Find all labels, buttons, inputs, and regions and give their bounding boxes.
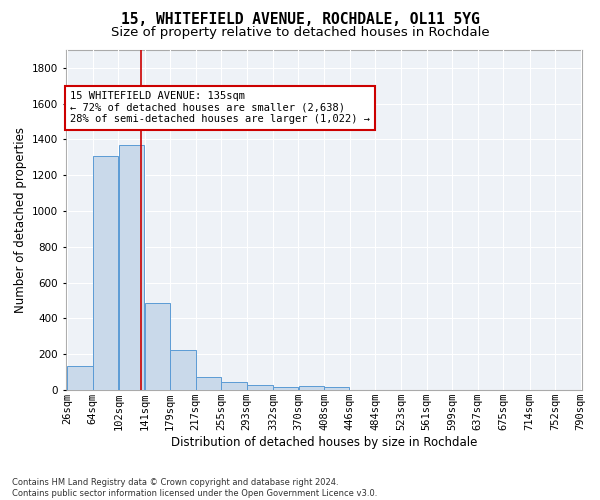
Text: Contains HM Land Registry data © Crown copyright and database right 2024.
Contai: Contains HM Land Registry data © Crown c… <box>12 478 377 498</box>
Y-axis label: Number of detached properties: Number of detached properties <box>14 127 26 313</box>
Bar <box>324 388 349 390</box>
Text: Size of property relative to detached houses in Rochdale: Size of property relative to detached ho… <box>110 26 490 39</box>
X-axis label: Distribution of detached houses by size in Rochdale: Distribution of detached houses by size … <box>171 436 477 449</box>
Bar <box>67 366 93 390</box>
Text: 15 WHITEFIELD AVENUE: 135sqm
← 72% of detached houses are smaller (2,638)
28% of: 15 WHITEFIELD AVENUE: 135sqm ← 72% of de… <box>70 91 370 124</box>
Bar <box>299 386 324 390</box>
Bar <box>221 382 247 390</box>
Bar <box>93 156 118 390</box>
Bar <box>145 303 170 390</box>
Bar <box>196 376 221 390</box>
Bar <box>119 145 145 390</box>
Bar <box>273 388 298 390</box>
Text: 15, WHITEFIELD AVENUE, ROCHDALE, OL11 5YG: 15, WHITEFIELD AVENUE, ROCHDALE, OL11 5Y… <box>121 12 479 28</box>
Bar <box>170 350 196 390</box>
Bar <box>247 385 273 390</box>
